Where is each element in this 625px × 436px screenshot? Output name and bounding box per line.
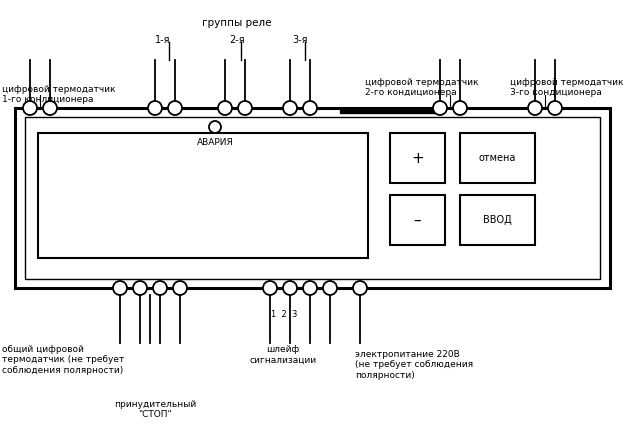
Circle shape (263, 281, 277, 295)
Text: цифровой термодатчик
1-го крнлиционера: цифровой термодатчик 1-го крнлиционера (2, 85, 116, 104)
Text: 1-я: 1-я (155, 35, 171, 45)
Circle shape (209, 121, 221, 133)
Circle shape (283, 101, 297, 115)
Circle shape (218, 101, 232, 115)
Circle shape (548, 101, 562, 115)
Circle shape (283, 281, 297, 295)
Bar (460, 133, 535, 183)
Circle shape (528, 101, 542, 115)
Bar (15, 108, 610, 288)
Text: 2-я: 2-я (229, 35, 245, 45)
Text: ВВОД: ВВОД (483, 215, 512, 225)
Bar (340, 108, 435, 113)
Circle shape (168, 101, 182, 115)
Text: цифровой термодатчик
3-го кондиционера: цифровой термодатчик 3-го кондиционера (510, 78, 624, 97)
Text: шлейф
сигнализации: шлейф сигнализации (249, 345, 317, 364)
Text: АВАРИЯ: АВАРИЯ (197, 138, 233, 147)
Circle shape (153, 281, 167, 295)
Text: электропитание 220В
(не требует соблюдения
полярности): электропитание 220В (не требует соблюден… (355, 350, 473, 380)
Circle shape (303, 281, 317, 295)
Circle shape (43, 101, 57, 115)
Text: –: – (414, 212, 421, 228)
Bar (460, 195, 535, 245)
Text: общий цифровой
термодатчик (не требует
соблюдения полярности): общий цифровой термодатчик (не требует с… (2, 345, 124, 375)
Text: группы реле: группы реле (202, 18, 272, 28)
Text: принудительный
"СТОП": принудительный "СТОП" (114, 400, 196, 419)
Circle shape (453, 101, 467, 115)
Circle shape (353, 281, 367, 295)
Bar (390, 133, 445, 183)
Circle shape (173, 281, 187, 295)
Bar (38, 133, 368, 258)
Circle shape (238, 101, 252, 115)
Circle shape (23, 101, 37, 115)
Text: 3-я: 3-я (292, 35, 308, 45)
Circle shape (133, 281, 147, 295)
Text: отмена: отмена (479, 153, 516, 163)
Circle shape (323, 281, 337, 295)
Text: 1  2  3: 1 2 3 (271, 310, 298, 319)
Bar (390, 195, 445, 245)
Text: цифровой термодатчик
2-го кондиционера: цифровой термодатчик 2-го кондиционера (365, 78, 479, 97)
Circle shape (113, 281, 127, 295)
Text: +: + (411, 150, 424, 166)
Bar (25, 117, 600, 279)
Circle shape (433, 101, 447, 115)
Circle shape (148, 101, 162, 115)
Circle shape (303, 101, 317, 115)
